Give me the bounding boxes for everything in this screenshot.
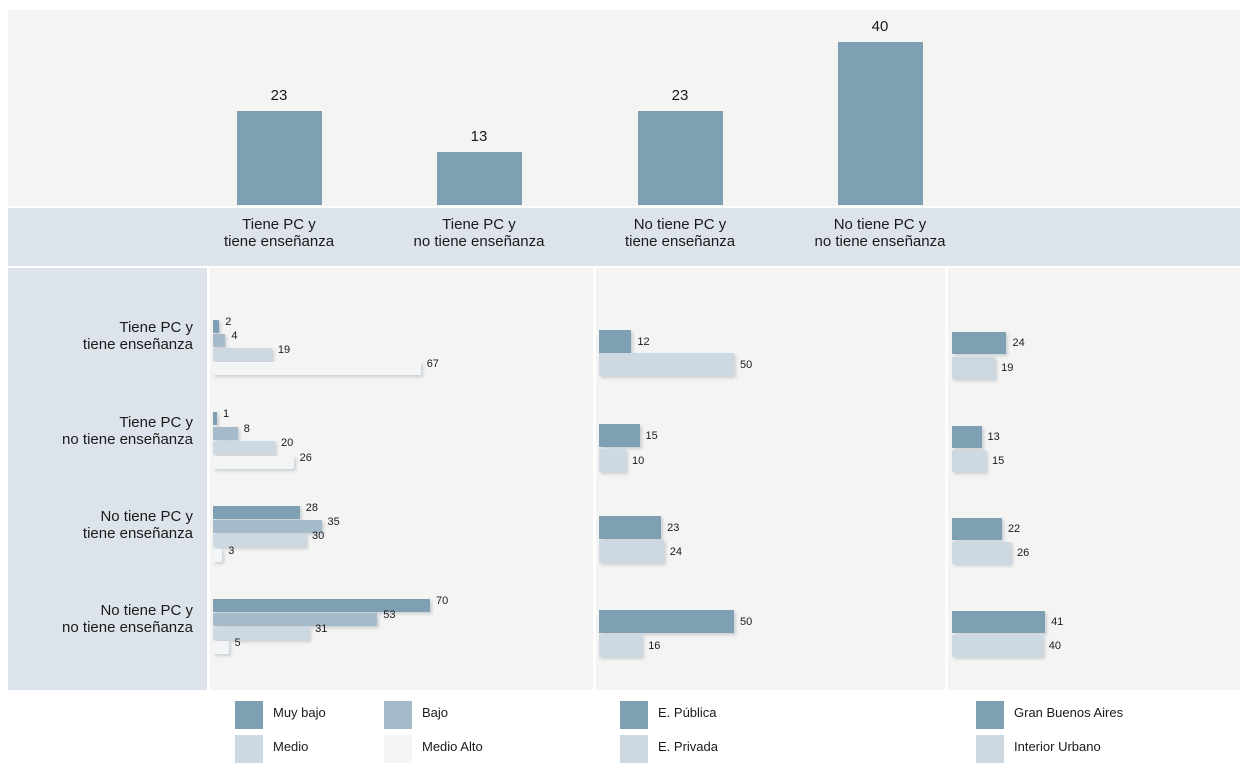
top-bar bbox=[236, 111, 322, 205]
hbar bbox=[213, 613, 378, 626]
hbar bbox=[213, 520, 322, 533]
hbar-value: 40 bbox=[1048, 640, 1062, 652]
hbar bbox=[599, 634, 643, 657]
hbar bbox=[213, 362, 421, 375]
hbar bbox=[213, 427, 238, 440]
hbar bbox=[952, 357, 996, 379]
top-bar-value: 13 bbox=[470, 128, 488, 146]
hbar-value: 35 bbox=[327, 516, 340, 528]
legend-label: Medio Alto bbox=[422, 739, 483, 754]
hbar bbox=[213, 549, 223, 562]
hbar bbox=[213, 334, 226, 347]
legend-swatch bbox=[235, 701, 263, 729]
hbar-value: 50 bbox=[740, 359, 753, 371]
hbar bbox=[213, 441, 275, 454]
legend-label: Muy bajo bbox=[273, 705, 326, 720]
legend-label: Interior Urbano bbox=[1014, 739, 1101, 754]
hbar-value: 26 bbox=[299, 452, 312, 464]
hbar-value: 24 bbox=[669, 546, 683, 558]
hbar-value: 19 bbox=[1001, 362, 1014, 374]
hbar bbox=[952, 450, 987, 472]
row-label-panel bbox=[8, 268, 207, 690]
top-bar bbox=[436, 152, 522, 205]
hbar-value: 4 bbox=[231, 330, 238, 342]
hbar-value: 15 bbox=[992, 455, 1005, 467]
hbar-value: 8 bbox=[243, 423, 250, 435]
hbar bbox=[599, 516, 662, 539]
top-bar-value: 40 bbox=[871, 18, 889, 35]
hbar-value: 28 bbox=[305, 502, 319, 514]
legend-swatch bbox=[384, 735, 412, 763]
hbar bbox=[213, 599, 430, 612]
hbar bbox=[952, 332, 1007, 354]
hbar-value: 24 bbox=[1012, 337, 1025, 349]
hbar-value: 31 bbox=[315, 623, 328, 635]
hbar-value: 12 bbox=[637, 336, 650, 348]
hbar-value: 15 bbox=[645, 430, 658, 442]
hbar-value: 26 bbox=[1017, 547, 1030, 559]
hbar-value: 3 bbox=[228, 545, 235, 557]
hbar bbox=[952, 611, 1046, 633]
legend-swatch bbox=[384, 701, 412, 729]
hbar bbox=[213, 627, 310, 640]
hbar bbox=[599, 610, 734, 633]
hbar bbox=[213, 320, 220, 333]
category-label-band bbox=[8, 208, 1240, 266]
hbar-value: 1 bbox=[223, 408, 230, 420]
top-bar bbox=[637, 111, 723, 205]
legend-swatch bbox=[620, 701, 648, 729]
hbar bbox=[213, 348, 272, 361]
hbar bbox=[952, 542, 1012, 564]
legend-label: Medio bbox=[273, 739, 309, 754]
row-category-label: No tiene PC y tiene enseñanza bbox=[82, 508, 193, 542]
legend-label: Bajo bbox=[422, 705, 449, 720]
legend-swatch bbox=[620, 735, 648, 763]
column-category-label: No tiene PC y tiene enseñanza bbox=[624, 216, 736, 250]
hbar bbox=[213, 456, 294, 469]
hbar-value: 50 bbox=[740, 616, 753, 628]
hbar bbox=[599, 424, 640, 447]
legend-label: E. Pública bbox=[658, 705, 717, 720]
legend-swatch bbox=[976, 701, 1004, 729]
hbar bbox=[952, 635, 1043, 657]
top-bar-value: 23 bbox=[671, 87, 689, 105]
hbar-value: 19 bbox=[277, 344, 291, 356]
hbar-value: 13 bbox=[987, 431, 1000, 443]
hbar-value: 70 bbox=[436, 595, 449, 607]
hbar-value: 22 bbox=[1007, 523, 1021, 535]
hbar bbox=[599, 353, 734, 376]
legend-swatch bbox=[235, 735, 263, 763]
column-category-label: Tiene PC y tiene enseñanza bbox=[223, 216, 335, 250]
hbar-value: 30 bbox=[312, 530, 325, 542]
hbar bbox=[952, 518, 1002, 540]
hbar bbox=[213, 412, 217, 425]
legend-label: E. Privada bbox=[658, 739, 718, 754]
hbar bbox=[599, 449, 626, 472]
hbar bbox=[213, 506, 300, 519]
legend-swatch bbox=[976, 735, 1004, 763]
hbar bbox=[599, 540, 664, 563]
row-category-label: Tiene PC y no tiene enseñanza bbox=[62, 414, 193, 448]
hbar-value: 67 bbox=[426, 358, 439, 370]
hbar bbox=[599, 330, 632, 353]
top-chart-panel bbox=[8, 10, 1240, 206]
hbar-value: 23 bbox=[667, 522, 680, 534]
hbar-value: 16 bbox=[648, 640, 661, 652]
row-category-label: No tiene PC y no tiene enseñanza bbox=[62, 602, 193, 636]
hbar bbox=[952, 426, 982, 448]
legend-label: Gran Buenos Aires bbox=[1014, 705, 1124, 720]
hbar-value: 2 bbox=[225, 316, 232, 328]
hbar bbox=[213, 534, 306, 547]
hbar bbox=[213, 641, 229, 654]
row-category-label: Tiene PC y tiene enseñanza bbox=[82, 319, 193, 353]
hbar-value: 53 bbox=[383, 609, 396, 621]
column-category-label: Tiene PC y no tiene enseñanza bbox=[413, 216, 545, 250]
hbar-value: 20 bbox=[281, 437, 294, 449]
hbar-value: 5 bbox=[234, 637, 241, 649]
hbar-value: 10 bbox=[632, 455, 645, 467]
top-bar bbox=[837, 42, 923, 205]
top-bar-value: 23 bbox=[270, 87, 288, 105]
column-category-label: No tiene PC y no tiene enseñanza bbox=[814, 216, 946, 250]
hbar-value: 41 bbox=[1051, 616, 1064, 628]
